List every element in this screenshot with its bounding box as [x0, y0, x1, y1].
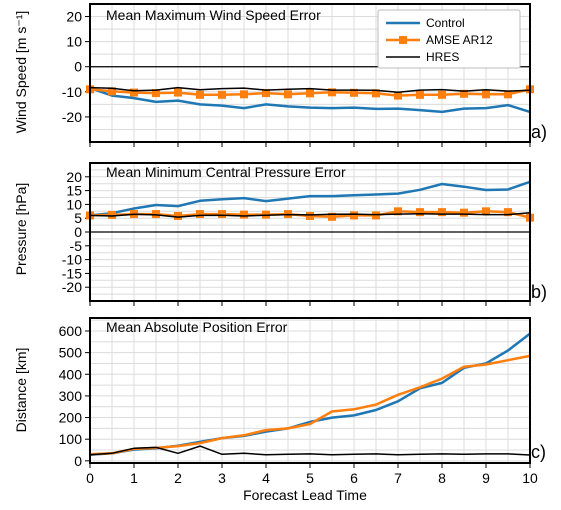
y-tick-label: 300 — [59, 388, 83, 404]
y-tick-label: 600 — [59, 323, 83, 339]
plot-area-0: 20 10 0 -10 -20 — [62, 3, 534, 147]
data-point-marker — [416, 208, 424, 217]
data-point-marker — [460, 89, 468, 98]
legend-marker-amse — [399, 36, 407, 44]
y-tick-label: 20 — [66, 169, 82, 185]
x-tick-label: 1 — [130, 470, 138, 486]
x-tick-label: 6 — [350, 470, 358, 486]
x-tick-label: 3 — [218, 470, 226, 486]
data-point-marker — [416, 90, 424, 99]
y-tick-label: 400 — [59, 366, 83, 382]
y-tick-label: 5 — [74, 210, 82, 226]
data-point-marker — [174, 88, 182, 97]
data-point-marker — [262, 89, 270, 98]
data-point-marker — [438, 208, 446, 217]
panel-c-ylabel: Distance [km] — [13, 348, 29, 433]
data-point-marker — [482, 90, 490, 99]
data-point-marker — [394, 91, 402, 100]
plot-frame — [89, 3, 531, 143]
data-point-marker — [482, 207, 490, 216]
data-point-marker — [196, 210, 204, 219]
data-point-marker — [328, 212, 336, 221]
series-line-amse-ar12 — [89, 354, 531, 456]
data-point-marker — [108, 210, 116, 219]
data-point-marker — [438, 90, 446, 99]
data-point-marker — [306, 211, 314, 220]
y-tick-label: 200 — [59, 410, 83, 426]
y-tick-label: 20 — [66, 9, 82, 25]
data-point-marker — [218, 90, 226, 99]
plot-frame — [89, 162, 531, 302]
data-point-marker — [152, 210, 160, 219]
panel-b-label: b) — [531, 282, 547, 302]
panel-b-title: Mean Minimum Central Pressure Error — [106, 164, 346, 180]
data-point-marker — [196, 90, 204, 99]
panel-c: Mean Absolute Position Error Distance [k… — [13, 319, 546, 462]
data-point-marker — [504, 208, 512, 217]
data-point-marker — [372, 89, 380, 98]
legend: Control AMSE AR12 HRES — [377, 9, 521, 69]
y-tick-label: -10 — [62, 84, 82, 100]
panel-b: Mean Minimum Central Pressure Error Pres… — [13, 164, 547, 302]
plot-frame — [89, 317, 531, 464]
data-point-marker — [108, 87, 116, 96]
x-axis-label: Forecast Lead Time — [243, 487, 367, 503]
y-tick-label: 100 — [59, 431, 83, 447]
panel-a-title: Mean Maximum Wind Speed Error — [106, 7, 321, 23]
data-point-marker — [152, 89, 160, 98]
series-line-hres — [89, 211, 531, 218]
panel-b-ylabel: Pressure [hPa] — [13, 183, 29, 276]
y-tick-label: 0 — [74, 453, 82, 469]
data-point-marker — [174, 211, 182, 220]
legend-label-control: Control — [426, 16, 465, 30]
x-tick-label: 8 — [438, 470, 446, 486]
plot-area-2: 600 500 400 300 200 100 0 — [59, 317, 531, 469]
series-line-control — [89, 86, 531, 114]
x-tick-label: 0 — [86, 470, 94, 486]
panel-a-ylabel: Wind Speed [m s⁻¹] — [13, 11, 29, 134]
data-point-marker — [284, 90, 292, 99]
y-tick-label: 500 — [59, 345, 83, 361]
x-tick-label: 5 — [306, 470, 314, 486]
y-tick-label: -10 — [62, 252, 82, 268]
y-tick-label: -20 — [62, 279, 82, 295]
data-point-marker — [350, 88, 358, 97]
data-point-marker — [372, 211, 380, 220]
data-point-marker — [240, 90, 248, 99]
legend-label-amse: AMSE AR12 — [426, 33, 493, 47]
y-tick-label: 10 — [66, 34, 82, 50]
x-tick-label: 4 — [262, 470, 270, 486]
data-point-marker — [240, 210, 248, 219]
legend-box — [377, 9, 521, 69]
data-point-marker — [306, 89, 314, 98]
series-line-hres — [89, 445, 531, 456]
y-tick-label: 15 — [66, 183, 82, 199]
x-tick-label: 2 — [174, 470, 182, 486]
panel-a-label: a) — [531, 122, 547, 142]
y-tick-label: -15 — [62, 265, 82, 281]
series-line-control — [89, 180, 531, 217]
data-point-marker — [460, 208, 468, 217]
panel-c-label: c) — [531, 442, 546, 462]
series-line-hres — [89, 86, 531, 94]
data-point-marker — [218, 210, 226, 219]
x-tick-label: 10 — [522, 470, 538, 486]
y-tick-label: 0 — [74, 59, 82, 75]
y-tick-label: -20 — [62, 109, 82, 125]
y-tick-label: 0 — [74, 224, 82, 240]
data-point-marker — [328, 88, 336, 97]
y-tick-label: -5 — [70, 238, 83, 254]
x-tick-label: 7 — [394, 470, 402, 486]
data-point-marker — [394, 207, 402, 216]
panel-c-title: Mean Absolute Position Error — [106, 319, 288, 335]
data-point-marker — [504, 90, 512, 99]
y-tick-label: 10 — [66, 196, 82, 212]
data-point-marker — [130, 88, 138, 97]
panel-a: Mean Maximum Wind Speed Error Wind Speed… — [13, 7, 547, 142]
legend-label-hres: HRES — [426, 50, 459, 64]
data-point-marker — [350, 211, 358, 220]
x-tick-label: 9 — [482, 470, 490, 486]
